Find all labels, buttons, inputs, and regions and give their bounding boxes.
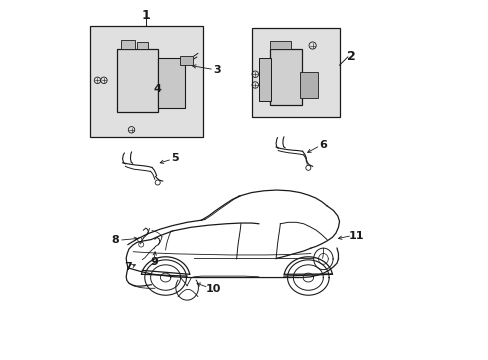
Text: 4: 4 bbox=[153, 84, 161, 94]
Bar bbox=[269, 41, 290, 49]
Text: 5: 5 bbox=[171, 153, 179, 163]
Bar bbox=[258, 58, 271, 101]
Bar bbox=[137, 42, 147, 49]
Text: 3: 3 bbox=[213, 64, 221, 75]
Bar bbox=[300, 72, 317, 98]
Text: 10: 10 bbox=[205, 284, 220, 294]
Bar bbox=[117, 49, 158, 112]
Bar bbox=[90, 26, 203, 137]
Text: 8: 8 bbox=[111, 235, 119, 245]
Text: 9: 9 bbox=[150, 257, 158, 267]
Bar bbox=[158, 58, 185, 108]
Bar bbox=[251, 28, 339, 117]
Text: 11: 11 bbox=[348, 231, 364, 240]
Text: 2: 2 bbox=[346, 50, 355, 63]
Bar bbox=[121, 40, 135, 49]
Text: 1: 1 bbox=[141, 9, 150, 22]
Text: 6: 6 bbox=[319, 140, 326, 150]
Bar bbox=[180, 56, 192, 65]
Bar bbox=[269, 49, 301, 105]
Text: 7: 7 bbox=[124, 262, 132, 272]
